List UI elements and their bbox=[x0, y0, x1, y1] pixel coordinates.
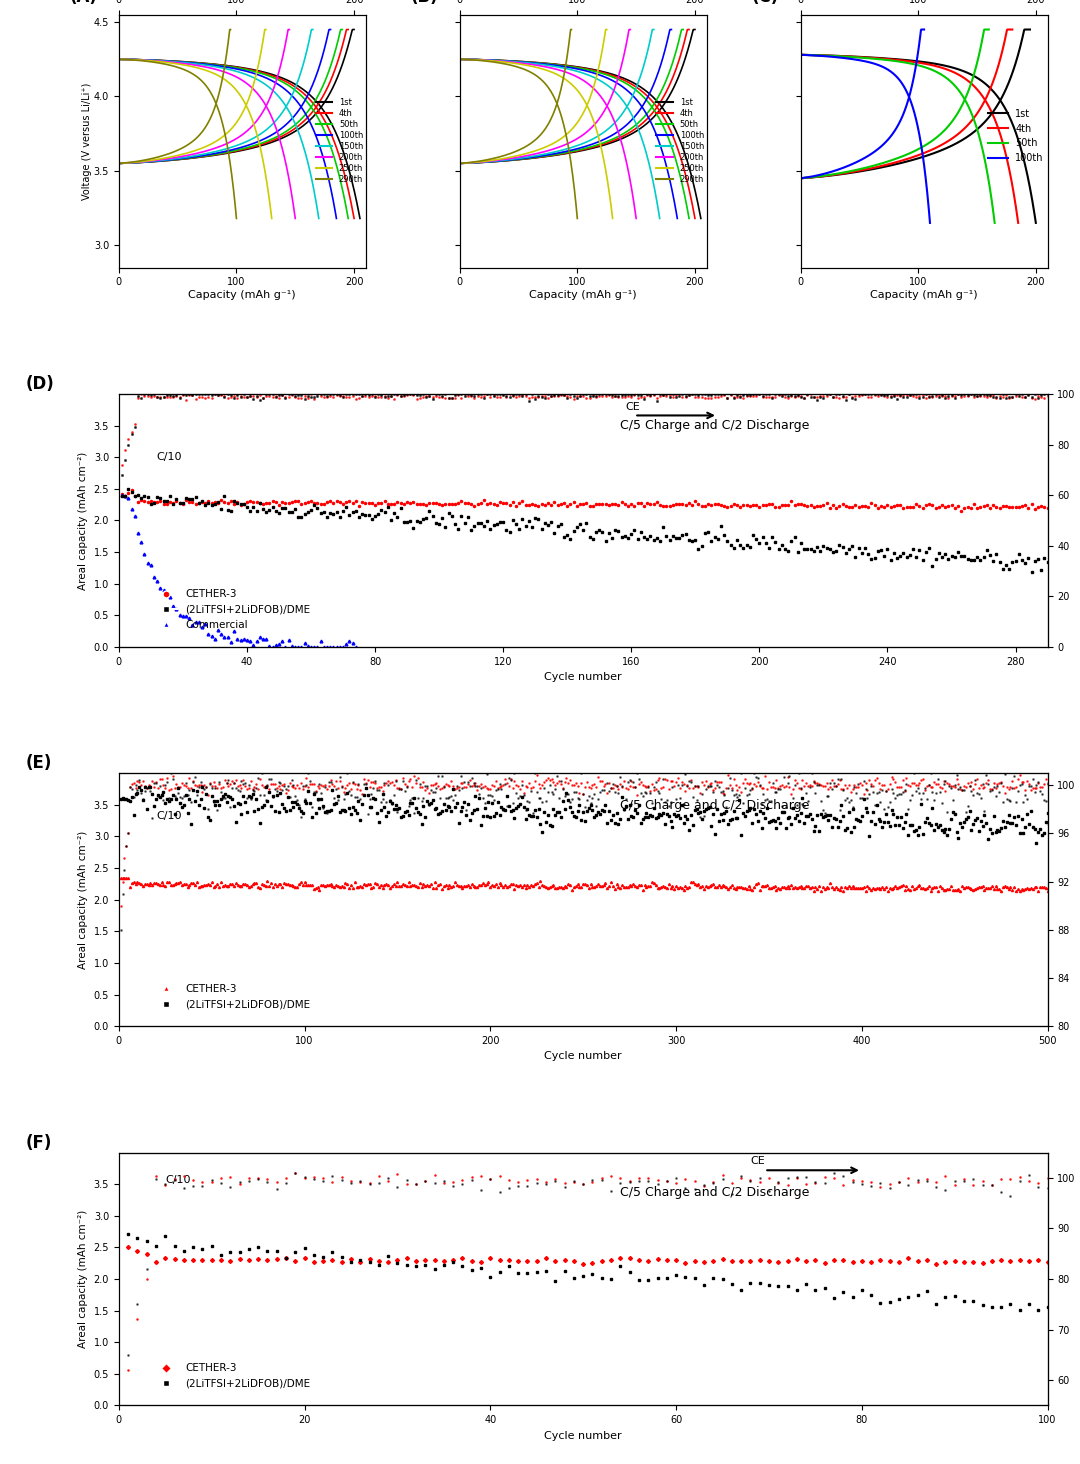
X-axis label: Capacity (mAh g⁻¹): Capacity (mAh g⁻¹) bbox=[529, 290, 637, 300]
Y-axis label: Areal capacity (mAh cm⁻²): Areal capacity (mAh cm⁻²) bbox=[78, 1209, 89, 1348]
Legend: CETHER-3, (2LiTFSI+2LiDFOB)/DME: CETHER-3, (2LiTFSI+2LiDFOB)/DME bbox=[152, 1359, 314, 1392]
Text: (B): (B) bbox=[410, 0, 437, 6]
Text: (C): (C) bbox=[752, 0, 779, 6]
Legend: 1st, 4th, 50th, 100th, 150th, 200th, 250th, 290th: 1st, 4th, 50th, 100th, 150th, 200th, 250… bbox=[312, 95, 366, 187]
Text: (F): (F) bbox=[26, 1133, 52, 1152]
Text: (E): (E) bbox=[26, 754, 52, 772]
Text: C/10: C/10 bbox=[165, 1176, 191, 1184]
Text: C/10: C/10 bbox=[156, 811, 181, 821]
X-axis label: Capacity (mAh g⁻¹): Capacity (mAh g⁻¹) bbox=[870, 290, 977, 300]
Text: C/5 Charge and C/2 Discharge: C/5 Charge and C/2 Discharge bbox=[620, 799, 810, 811]
X-axis label: Cycle number: Cycle number bbox=[544, 1430, 622, 1441]
Y-axis label: Areal capacity (mAh cm⁻²): Areal capacity (mAh cm⁻²) bbox=[78, 830, 89, 969]
Text: CE: CE bbox=[751, 1157, 765, 1165]
Legend: 1st, 4th, 50th, 100th, 150th, 200th, 250th, 290th: 1st, 4th, 50th, 100th, 150th, 200th, 250… bbox=[653, 95, 707, 187]
Text: C/5 Charge and C/2 Discharge: C/5 Charge and C/2 Discharge bbox=[620, 419, 810, 432]
Legend: 1st, 4th, 50th, 100th: 1st, 4th, 50th, 100th bbox=[984, 105, 1048, 167]
Legend: CETHER-3, (2LiTFSI+2LiDFOB)/DME: CETHER-3, (2LiTFSI+2LiDFOB)/DME bbox=[152, 979, 314, 1013]
Text: CE: CE bbox=[625, 403, 639, 413]
Text: C/5 Charge and C/2 Discharge: C/5 Charge and C/2 Discharge bbox=[620, 1186, 810, 1199]
Text: C/10: C/10 bbox=[156, 452, 181, 461]
X-axis label: Cycle number: Cycle number bbox=[544, 1051, 622, 1061]
X-axis label: Cycle number: Cycle number bbox=[544, 672, 622, 682]
Legend: CETHER-3, (2LiTFSI+2LiDFOB)/DME, Commercial: CETHER-3, (2LiTFSI+2LiDFOB)/DME, Commerc… bbox=[152, 586, 314, 634]
Text: (D): (D) bbox=[26, 375, 55, 392]
Y-axis label: Voltage (V versus Li/Li⁺): Voltage (V versus Li/Li⁺) bbox=[82, 82, 92, 199]
Text: (A): (A) bbox=[69, 0, 97, 6]
Y-axis label: Areal capacity (mAh cm⁻²): Areal capacity (mAh cm⁻²) bbox=[78, 451, 89, 590]
X-axis label: Capacity (mAh g⁻¹): Capacity (mAh g⁻¹) bbox=[189, 290, 296, 300]
